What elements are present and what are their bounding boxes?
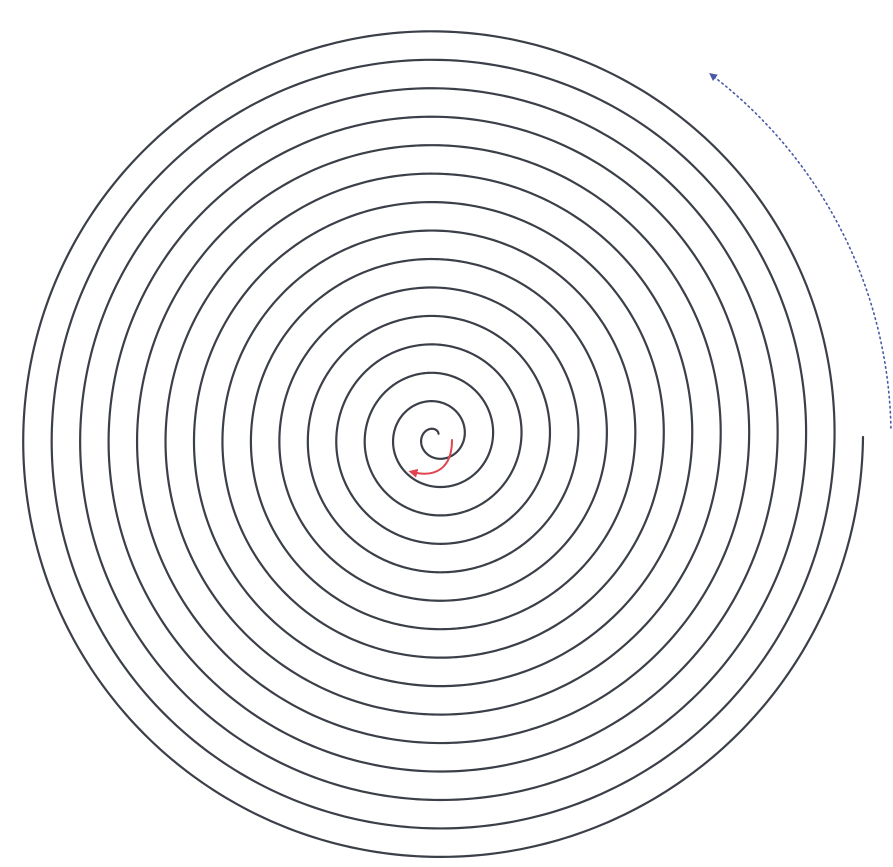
spiral-line bbox=[22, 30, 865, 859]
outer-direction-arrow bbox=[709, 73, 892, 429]
inner-direction-arrow bbox=[408, 439, 453, 478]
